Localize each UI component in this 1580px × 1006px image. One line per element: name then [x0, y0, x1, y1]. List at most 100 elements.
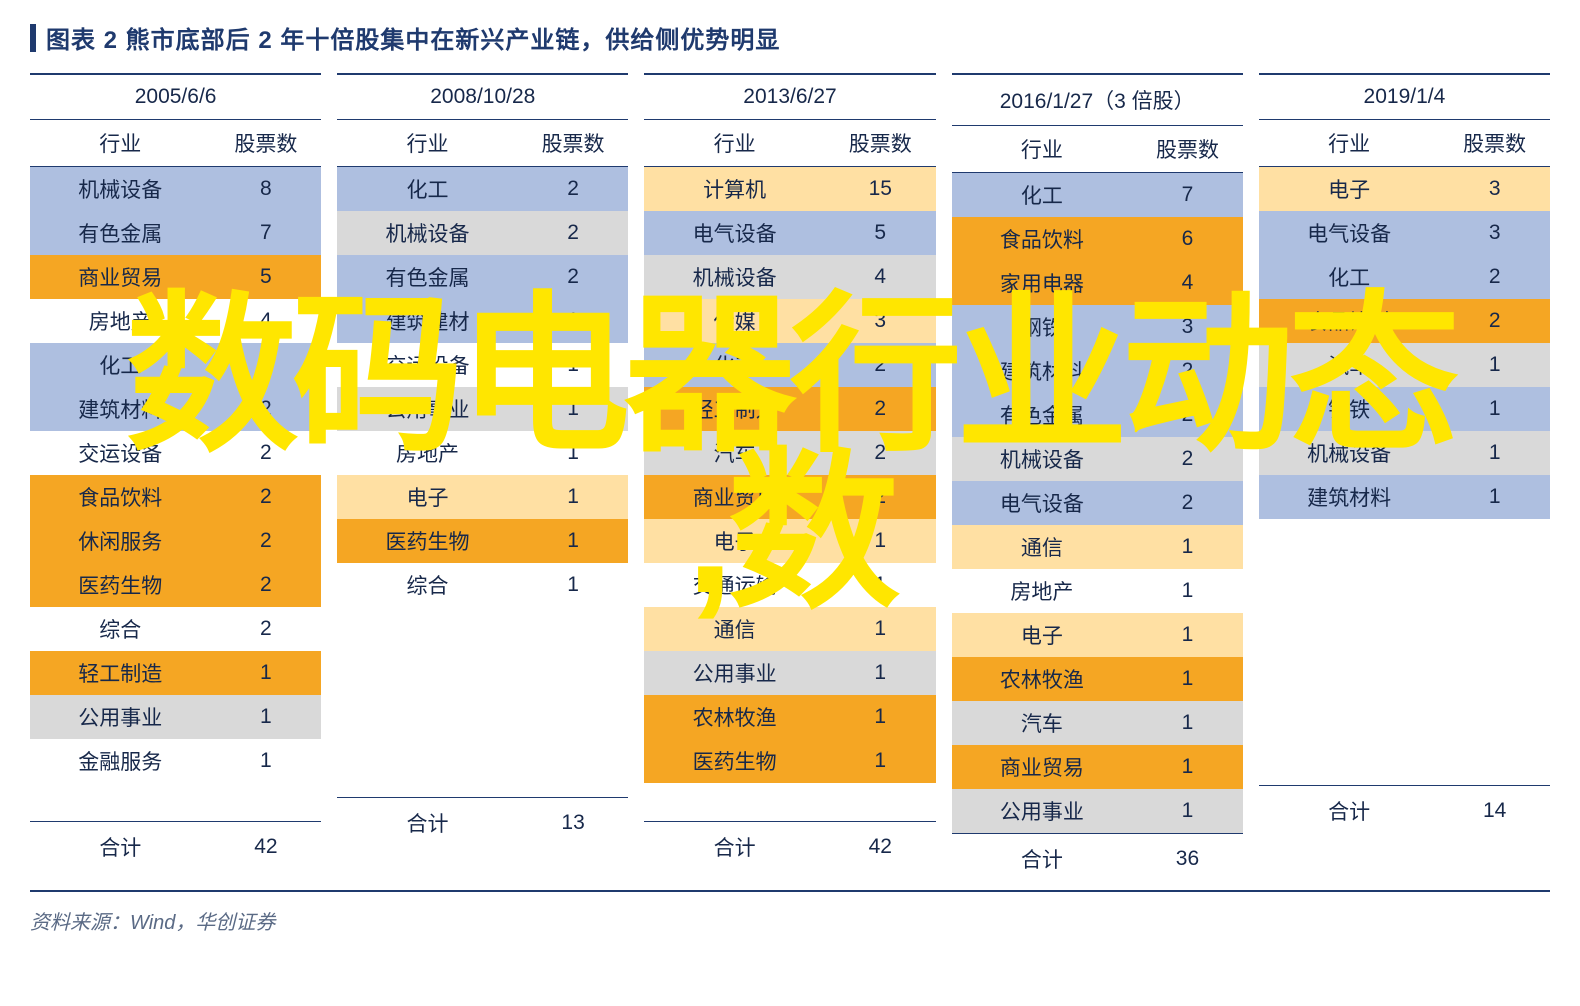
table-row: 电子1: [952, 613, 1243, 657]
cell-industry: 化工: [30, 343, 211, 387]
cell-count: 2: [825, 431, 936, 475]
cell-industry: 公用事业: [337, 387, 518, 431]
cell-count: 1: [518, 519, 629, 563]
col-header-industry: 行业: [644, 120, 825, 167]
cell-industry: 建筑材料: [952, 349, 1133, 393]
cell-industry: 房地产: [952, 569, 1133, 613]
cell-count: 2: [211, 387, 322, 431]
cell-industry: 通信: [952, 525, 1133, 569]
title-marker: [30, 24, 36, 52]
table-row: [30, 783, 321, 822]
table-row: 通信1: [952, 525, 1243, 569]
cell-count: 2: [211, 431, 322, 475]
cell-count: 1: [825, 563, 936, 607]
table-row: 医药生物1: [644, 739, 935, 783]
cell-count: 5: [825, 211, 936, 255]
tables-container: 2005/6/6行业股票数机械设备8有色金属7商业贸易5房地产4化工3建筑材料2…: [30, 73, 1550, 892]
cell-industry: 汽车: [1259, 343, 1440, 387]
table-row: 有色金属7: [30, 211, 321, 255]
cell-count: [518, 645, 629, 683]
cell-count: 2: [1132, 481, 1243, 525]
cell-count: [518, 607, 629, 645]
cell-count: 6: [1132, 217, 1243, 261]
cell-industry: 公用事业: [644, 651, 825, 695]
table-row: 化工7: [952, 173, 1243, 218]
cell-industry: 医药生物: [30, 563, 211, 607]
table-row: [337, 645, 628, 683]
cell-industry: 机械设备: [30, 167, 211, 212]
cell-count: 1: [211, 739, 322, 783]
cell-industry: 有色金属: [952, 393, 1133, 437]
table-row: [644, 783, 935, 822]
table-row: 公用事业1: [644, 651, 935, 695]
table-row: 电气设备5: [644, 211, 935, 255]
cell-count: 3: [211, 343, 322, 387]
cell-count: 7: [1132, 173, 1243, 218]
cell-industry: 化工: [952, 173, 1133, 218]
table-row: 机械设备2: [952, 437, 1243, 481]
cell-industry: [337, 607, 518, 645]
date-header: 2008/10/28: [337, 74, 628, 120]
cell-count: 1: [825, 519, 936, 563]
cell-count: 1: [825, 739, 936, 783]
table-row: 食品饮料2: [1259, 299, 1550, 343]
date-header: 2016/1/27（3 倍股）: [952, 74, 1243, 126]
table-row: 电子1: [644, 519, 935, 563]
cell-industry: 交运设备: [337, 343, 518, 387]
cell-count: [518, 721, 629, 759]
cell-count: 2: [211, 563, 322, 607]
cell-industry: [1259, 595, 1440, 633]
data-table: 2013/6/27行业股票数计算机15电气设备5机械设备4传媒3化工2轻工制造2…: [644, 73, 935, 872]
cell-industry: 机械设备: [644, 255, 825, 299]
cell-count: 2: [211, 607, 322, 651]
cell-count: 3: [1439, 167, 1550, 212]
cell-industry: 医药生物: [337, 519, 518, 563]
table-row: 有色金属2: [952, 393, 1243, 437]
col-header-industry: 行业: [952, 126, 1133, 173]
cell-count: [825, 783, 936, 822]
table-row: 农林牧渔1: [952, 657, 1243, 701]
cell-industry: 化工: [644, 343, 825, 387]
cell-industry: 休闲服务: [30, 519, 211, 563]
cell-industry: 公用事业: [30, 695, 211, 739]
table-row: 电气设备2: [952, 481, 1243, 525]
table-row: 建筑材料2: [952, 349, 1243, 393]
cell-industry: 轻工制造: [644, 387, 825, 431]
cell-count: 1: [1132, 701, 1243, 745]
cell-industry: 金融服务: [30, 739, 211, 783]
table-row: 商业贸易5: [30, 255, 321, 299]
cell-industry: 综合: [30, 607, 211, 651]
cell-count: 2: [1439, 255, 1550, 299]
cell-count: 3: [1439, 211, 1550, 255]
table-row: 化工3: [30, 343, 321, 387]
chart-title: 图表 2 熊市底部后 2 年十倍股集中在新兴产业链，供给侧优势明显: [46, 20, 780, 55]
chart-title-bar: 图表 2 熊市底部后 2 年十倍股集中在新兴产业链，供给侧优势明显: [30, 20, 1550, 55]
table-row: 房地产1: [952, 569, 1243, 613]
date-header: 2019/1/4: [1259, 74, 1550, 120]
cell-count: [1439, 633, 1550, 671]
table-row: [1259, 595, 1550, 633]
cell-industry: 电子: [644, 519, 825, 563]
cell-count: 1: [1132, 745, 1243, 789]
total-label: 合计: [30, 822, 211, 873]
cell-industry: 有色金属: [337, 255, 518, 299]
table-row: 家用电器4: [952, 261, 1243, 305]
cell-count: [518, 683, 629, 721]
cell-count: 4: [211, 299, 322, 343]
cell-count: 15: [825, 167, 936, 212]
table-row: 有色金属2: [337, 255, 628, 299]
cell-industry: 化工: [337, 167, 518, 212]
table-row: 电子1: [337, 475, 628, 519]
cell-count: 1: [211, 651, 322, 695]
cell-industry: [337, 645, 518, 683]
cell-industry: 商业贸易: [30, 255, 211, 299]
cell-industry: 机械设备: [337, 211, 518, 255]
table-row: 汽车1: [1259, 343, 1550, 387]
total-value: 42: [825, 822, 936, 873]
cell-industry: [1259, 709, 1440, 747]
table-row: 房地产4: [30, 299, 321, 343]
table-row: 医药生物1: [337, 519, 628, 563]
cell-count: 1: [1132, 613, 1243, 657]
table-row: 综合1: [337, 563, 628, 607]
cell-industry: [644, 783, 825, 822]
